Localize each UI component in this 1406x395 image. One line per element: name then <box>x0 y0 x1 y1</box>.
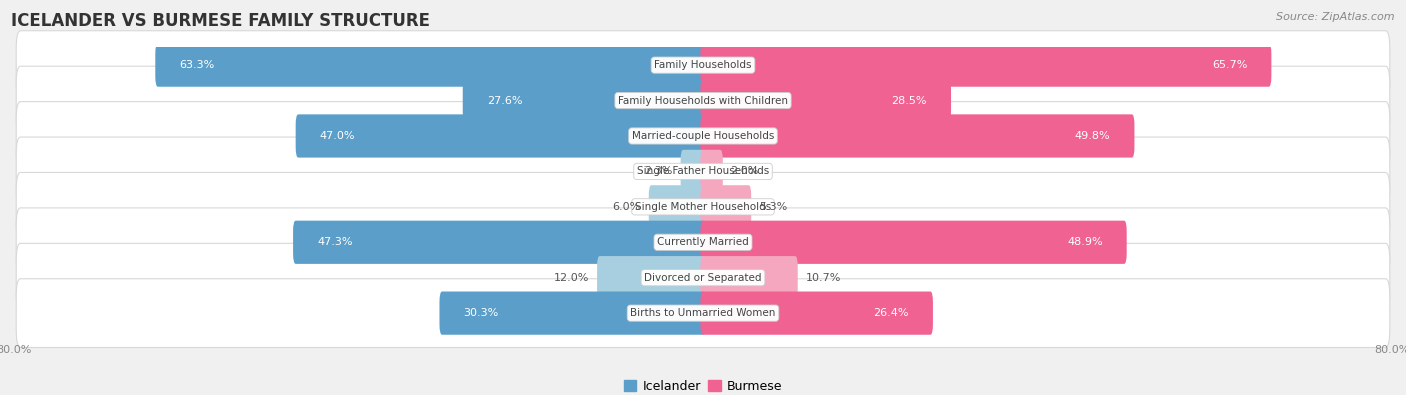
FancyBboxPatch shape <box>598 256 706 299</box>
FancyBboxPatch shape <box>155 43 706 87</box>
Text: Single Father Households: Single Father Households <box>637 166 769 177</box>
Text: ICELANDER VS BURMESE FAMILY STRUCTURE: ICELANDER VS BURMESE FAMILY STRUCTURE <box>11 12 430 30</box>
FancyBboxPatch shape <box>17 173 1389 241</box>
Text: 26.4%: 26.4% <box>873 308 908 318</box>
FancyBboxPatch shape <box>700 256 797 299</box>
FancyBboxPatch shape <box>700 185 751 228</box>
Text: Divorced or Separated: Divorced or Separated <box>644 273 762 283</box>
FancyBboxPatch shape <box>700 221 1126 264</box>
FancyBboxPatch shape <box>17 208 1389 276</box>
FancyBboxPatch shape <box>292 221 706 264</box>
FancyBboxPatch shape <box>700 150 723 193</box>
FancyBboxPatch shape <box>17 66 1389 135</box>
FancyBboxPatch shape <box>17 243 1389 312</box>
FancyBboxPatch shape <box>700 292 934 335</box>
Text: 27.6%: 27.6% <box>486 96 523 105</box>
Text: Currently Married: Currently Married <box>657 237 749 247</box>
Text: Source: ZipAtlas.com: Source: ZipAtlas.com <box>1277 12 1395 22</box>
FancyBboxPatch shape <box>681 150 706 193</box>
FancyBboxPatch shape <box>700 115 1135 158</box>
Text: 12.0%: 12.0% <box>554 273 589 283</box>
FancyBboxPatch shape <box>440 292 706 335</box>
FancyBboxPatch shape <box>17 137 1389 206</box>
Text: Family Households with Children: Family Households with Children <box>619 96 787 105</box>
FancyBboxPatch shape <box>463 79 706 122</box>
Text: 65.7%: 65.7% <box>1212 60 1247 70</box>
Text: Births to Unmarried Women: Births to Unmarried Women <box>630 308 776 318</box>
Text: 5.3%: 5.3% <box>759 202 787 212</box>
Text: 2.3%: 2.3% <box>644 166 673 177</box>
FancyBboxPatch shape <box>17 279 1389 348</box>
Text: 63.3%: 63.3% <box>180 60 215 70</box>
Text: 6.0%: 6.0% <box>613 202 641 212</box>
Text: 28.5%: 28.5% <box>891 96 927 105</box>
Text: 49.8%: 49.8% <box>1074 131 1111 141</box>
Text: 47.3%: 47.3% <box>318 237 353 247</box>
Text: 30.3%: 30.3% <box>464 308 499 318</box>
FancyBboxPatch shape <box>17 31 1389 100</box>
FancyBboxPatch shape <box>295 115 706 158</box>
Text: 2.0%: 2.0% <box>731 166 759 177</box>
Text: 48.9%: 48.9% <box>1067 237 1102 247</box>
FancyBboxPatch shape <box>700 43 1271 87</box>
Text: Family Households: Family Households <box>654 60 752 70</box>
FancyBboxPatch shape <box>700 79 950 122</box>
FancyBboxPatch shape <box>17 102 1389 170</box>
Text: 47.0%: 47.0% <box>319 131 356 141</box>
Text: Single Mother Households: Single Mother Households <box>636 202 770 212</box>
Text: 10.7%: 10.7% <box>806 273 841 283</box>
Legend: Icelander, Burmese: Icelander, Burmese <box>619 375 787 395</box>
Text: Married-couple Households: Married-couple Households <box>631 131 775 141</box>
FancyBboxPatch shape <box>648 185 706 228</box>
